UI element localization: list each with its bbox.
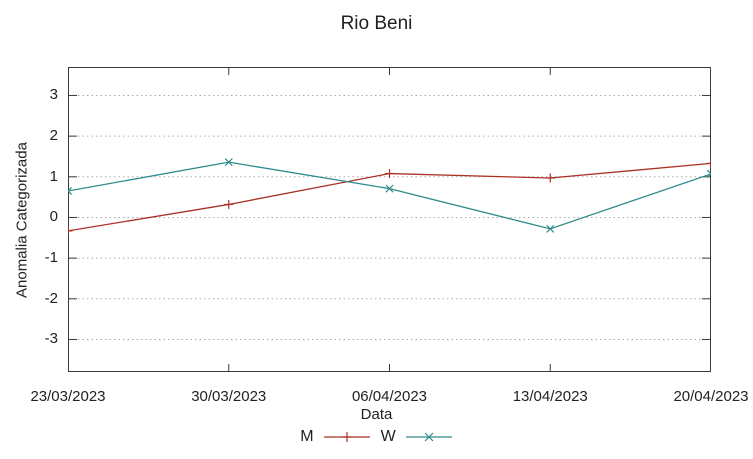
y-tick-label--1: -1 xyxy=(44,249,58,267)
y-tick-label--3: -3 xyxy=(44,330,58,348)
x-tick-label-0: 23/03/2023 xyxy=(30,388,106,405)
y-tick-label-2: 2 xyxy=(49,127,58,145)
y-tick-label-3: 3 xyxy=(49,86,58,104)
x-axis-label: Data xyxy=(360,406,393,423)
legend: M W xyxy=(0,428,753,446)
marker-cross-W xyxy=(706,169,711,175)
legend-item-w: W xyxy=(381,428,453,446)
legend-label-m: M xyxy=(300,428,314,445)
x-tick-label-2: 06/04/2023 xyxy=(351,388,428,405)
plot-border xyxy=(68,67,711,372)
marker-cross-W xyxy=(224,158,233,167)
marker-cross-W xyxy=(68,190,73,196)
marker-cross-W xyxy=(68,187,73,192)
marker-cross-W xyxy=(546,224,555,233)
legend-item-m: M xyxy=(300,428,370,446)
x-tick-label-1: 30/03/2023 xyxy=(191,388,267,405)
plot-area xyxy=(68,67,711,372)
y-tick-label-1: 1 xyxy=(49,167,58,185)
legend-label-w: W xyxy=(380,428,396,445)
x-tick-label-4: 20/04/2023 xyxy=(673,388,749,405)
y-tick-label--2: -2 xyxy=(44,289,58,307)
y-tick-label-0: 0 xyxy=(49,208,58,226)
m-series-line-sample-icon xyxy=(323,432,370,442)
w-series-line-sample-icon xyxy=(405,432,452,442)
marker-cross-W xyxy=(706,173,711,178)
chart-title: Rio Beni xyxy=(340,13,413,34)
x-tick-label-3: 13/04/2023 xyxy=(512,388,588,405)
marker-cross-W xyxy=(385,184,394,193)
